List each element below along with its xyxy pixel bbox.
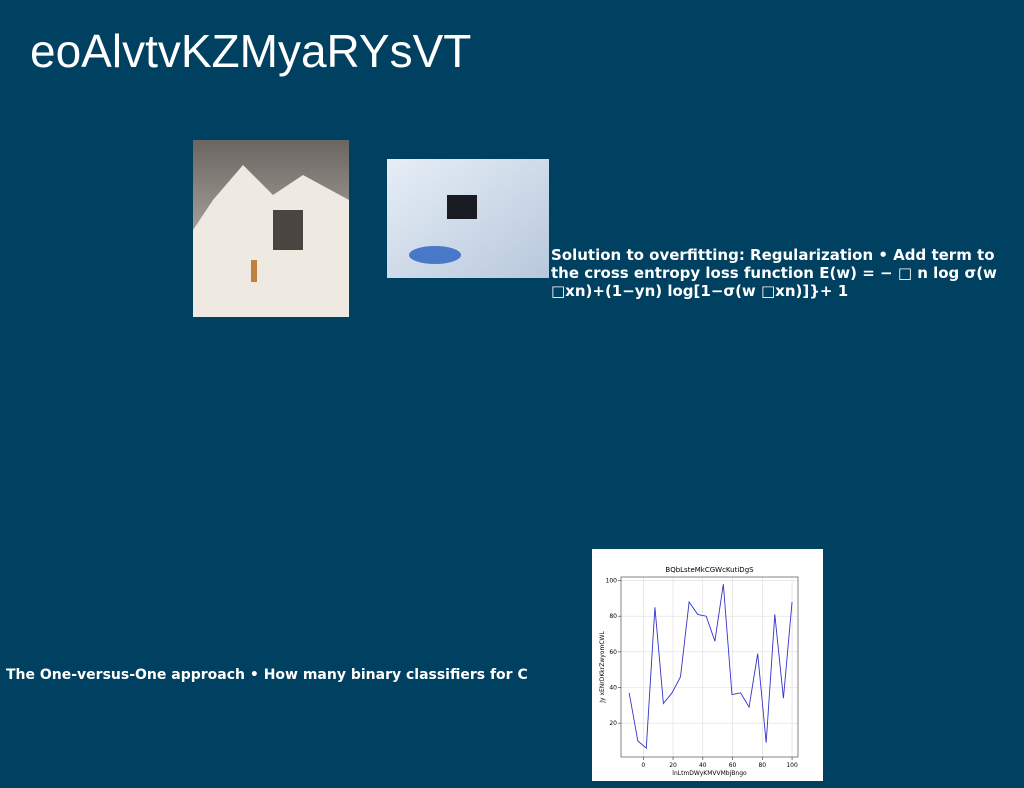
- chart-background: [592, 549, 823, 781]
- x-axis-label: lnLtmDWyKMVVMbjBngo: [672, 770, 747, 777]
- living-room-image: [387, 159, 549, 278]
- x-tick-label: 100: [786, 762, 798, 769]
- data-line: [628, 584, 793, 750]
- slide-title: eoAlvtvKZMyaRYsVT: [30, 25, 472, 77]
- snow-village-image: [193, 140, 349, 317]
- chart-title: BQbLsteMkCGWcKutiDgS: [665, 566, 754, 574]
- x-tick-label: 40: [699, 762, 707, 769]
- y-axis-label: Jy xENrDKkrZwyomCWL: [599, 631, 606, 704]
- x-tick-label: 80: [758, 762, 766, 769]
- regularization-text: Solution to overfitting: Regularization …: [551, 246, 997, 300]
- line-chart: BQbLsteMkCGWcKutiDgS lnLtmDWyKMVVMbjBngo J…: [592, 549, 823, 781]
- y-tick-label: 20: [609, 720, 617, 727]
- y-tick-label: 100: [606, 578, 618, 585]
- y-tick-label: 80: [609, 613, 617, 620]
- plot-frame: [620, 576, 799, 758]
- one-versus-one-text: The One-versus-One approach • How many b…: [6, 667, 528, 683]
- x-tick-label: 20: [669, 762, 677, 769]
- y-tick-label: 60: [609, 649, 617, 656]
- x-tick-label: 60: [729, 762, 737, 769]
- y-tick-label: 40: [609, 684, 617, 691]
- x-tick-label: 0: [641, 762, 645, 769]
